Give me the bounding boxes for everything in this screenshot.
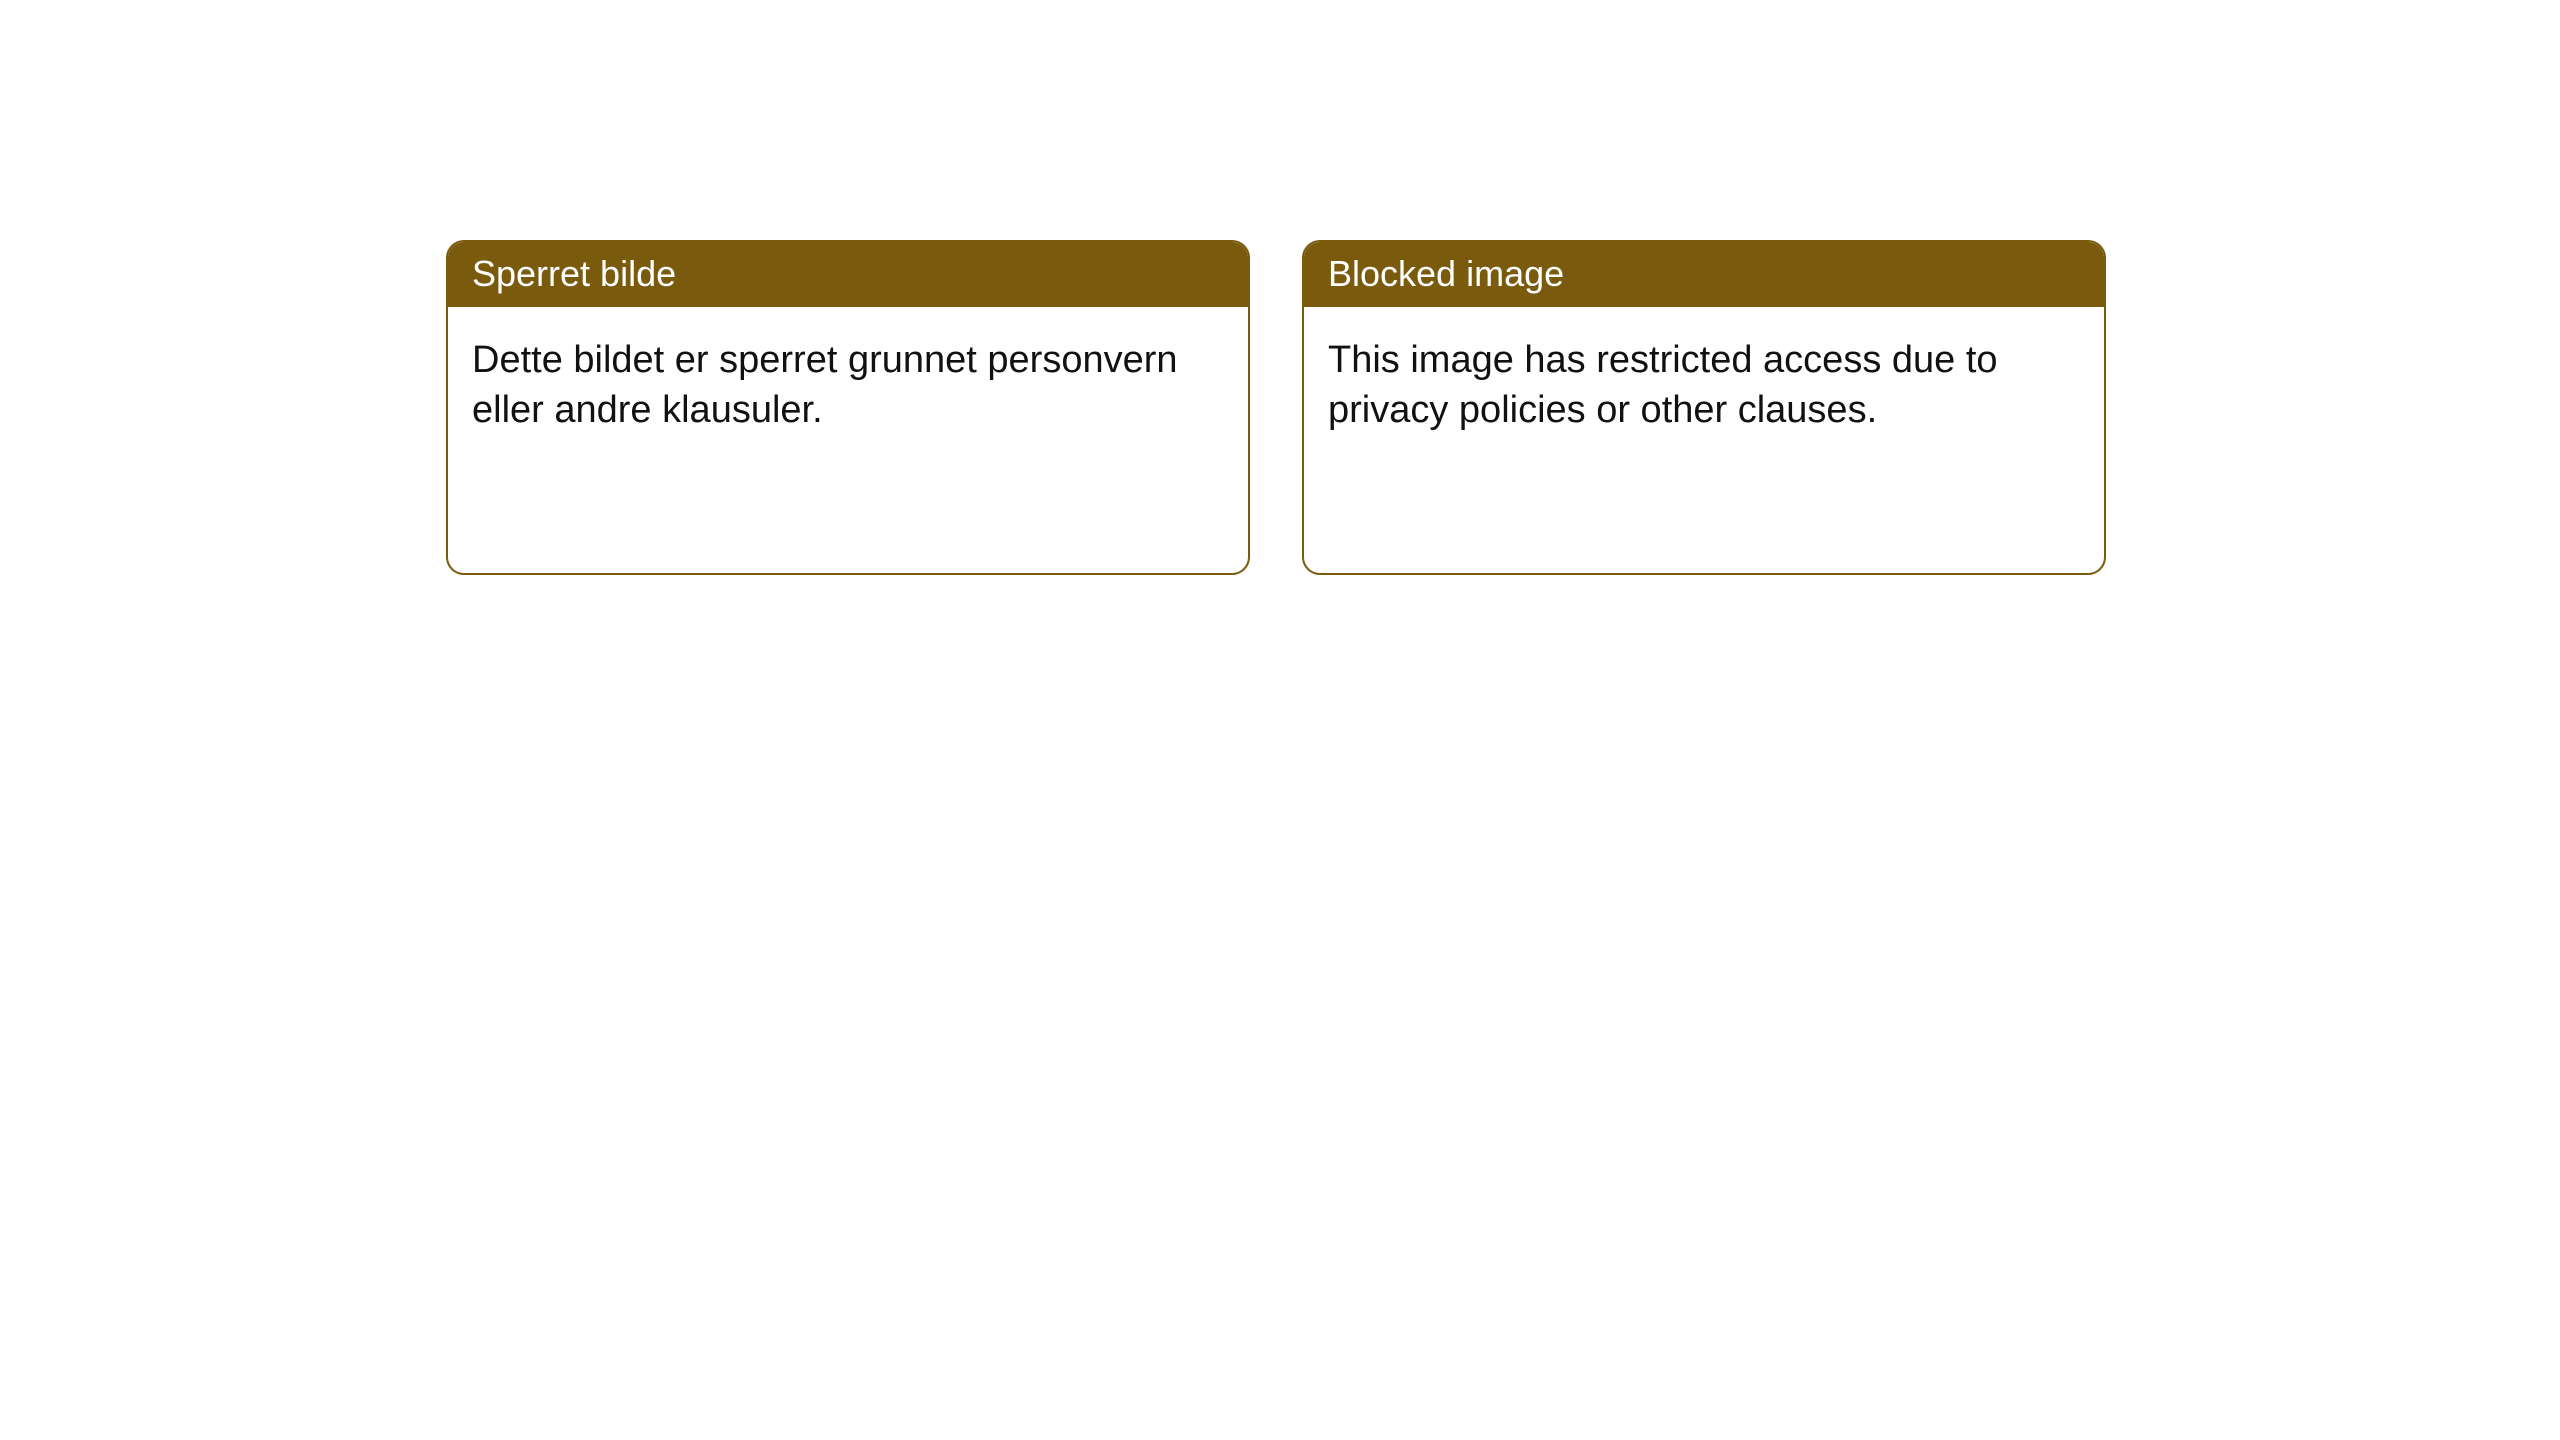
blocked-image-card-en: Blocked image This image has restricted … <box>1302 240 2106 575</box>
card-body-en: This image has restricted access due to … <box>1304 307 2104 463</box>
card-header-en: Blocked image <box>1304 242 2104 307</box>
notice-container: Sperret bilde Dette bildet er sperret gr… <box>446 240 2106 575</box>
card-header-no: Sperret bilde <box>448 242 1248 307</box>
card-body-no: Dette bildet er sperret grunnet personve… <box>448 307 1248 463</box>
blocked-image-card-no: Sperret bilde Dette bildet er sperret gr… <box>446 240 1250 575</box>
